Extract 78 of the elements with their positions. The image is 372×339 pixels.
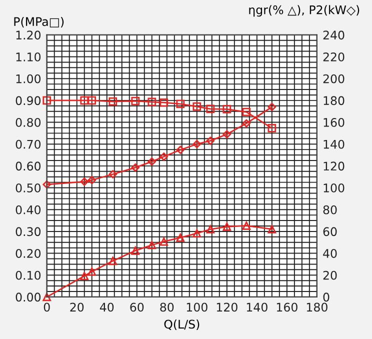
point xyxy=(222,130,232,138)
point xyxy=(268,225,276,234)
y2-tick-label: 140 xyxy=(324,140,344,149)
point xyxy=(242,222,251,230)
point xyxy=(176,146,185,154)
x-tick-label: 160 xyxy=(276,302,298,312)
point xyxy=(222,222,232,231)
y2-tick-label: 40 xyxy=(323,249,337,258)
y-tick-label: 0.70 xyxy=(16,140,41,149)
point xyxy=(192,140,202,148)
point xyxy=(268,124,276,132)
point xyxy=(42,96,52,105)
y-tick-label: 0.40 xyxy=(16,205,41,214)
y2-tick-label: 100 xyxy=(324,184,344,192)
point xyxy=(242,108,251,116)
point xyxy=(80,178,89,186)
x-axis-title: Q(L/S) xyxy=(164,320,200,330)
point xyxy=(206,225,215,234)
point xyxy=(148,240,156,250)
point xyxy=(148,157,156,166)
point xyxy=(88,176,96,184)
point xyxy=(131,163,140,172)
y-tick-label: 0.30 xyxy=(16,227,41,236)
point xyxy=(88,267,96,276)
y2-tick-label: 0 xyxy=(323,292,330,302)
y2-tick-label: 200 xyxy=(323,74,344,84)
x-tick-label: 80 xyxy=(160,302,174,312)
point xyxy=(176,234,185,242)
y2-tick-label: 240 xyxy=(323,30,344,40)
point xyxy=(206,136,215,145)
point xyxy=(42,180,52,189)
point xyxy=(80,272,89,280)
point xyxy=(80,96,89,105)
point xyxy=(206,104,215,114)
y-tick-label: 0.10 xyxy=(16,270,41,280)
point xyxy=(108,170,118,178)
y-tick-label: 0.50 xyxy=(16,184,41,192)
y-tick-label: 0.60 xyxy=(16,162,41,171)
y-tick-label: 0.90 xyxy=(16,96,41,106)
y2-tick-label: 160 xyxy=(324,118,344,127)
point xyxy=(88,96,96,105)
y2-tick-label: 80 xyxy=(323,205,337,214)
y-tick-label: 1.10 xyxy=(16,52,41,62)
x-tick-label: 60 xyxy=(130,302,144,312)
y-tick-label: 1.00 xyxy=(16,74,41,84)
y2-tick-label: 220 xyxy=(323,52,344,62)
point xyxy=(108,256,118,266)
y2-tick-label: 20 xyxy=(323,270,337,280)
point xyxy=(131,96,140,106)
y2-tick-label: 180 xyxy=(324,96,344,106)
y-tick-label: 0.80 xyxy=(16,118,41,127)
point xyxy=(268,102,276,112)
point xyxy=(160,98,168,107)
point xyxy=(42,292,52,302)
point xyxy=(222,104,232,114)
point xyxy=(160,152,168,161)
y2-axis-title: ηgr(% △), P2(kW◇) xyxy=(249,5,360,17)
point xyxy=(131,246,140,255)
y-axis-title: P(MPa□) xyxy=(14,16,64,28)
y-tick-label: 1.20 xyxy=(16,30,41,40)
x-tick-label: 100 xyxy=(186,302,208,312)
x-tick-label: 0 xyxy=(44,302,50,312)
y-tick-label: 0.00 xyxy=(16,292,41,302)
y-tick-label: 0.20 xyxy=(16,249,41,258)
point xyxy=(242,119,251,128)
point xyxy=(108,97,118,106)
y2-tick-label: 120 xyxy=(324,162,344,171)
point xyxy=(176,100,185,108)
y2-tick-label: 60 xyxy=(323,227,337,236)
point xyxy=(192,102,202,111)
point xyxy=(160,237,168,246)
point xyxy=(192,229,202,238)
x-tick-label: 120 xyxy=(216,302,238,312)
x-tick-label: 180 xyxy=(306,302,328,312)
point xyxy=(148,98,156,106)
x-tick-label: 20 xyxy=(70,302,84,312)
x-tick-label: 140 xyxy=(246,302,268,312)
x-tick-label: 40 xyxy=(100,302,114,312)
